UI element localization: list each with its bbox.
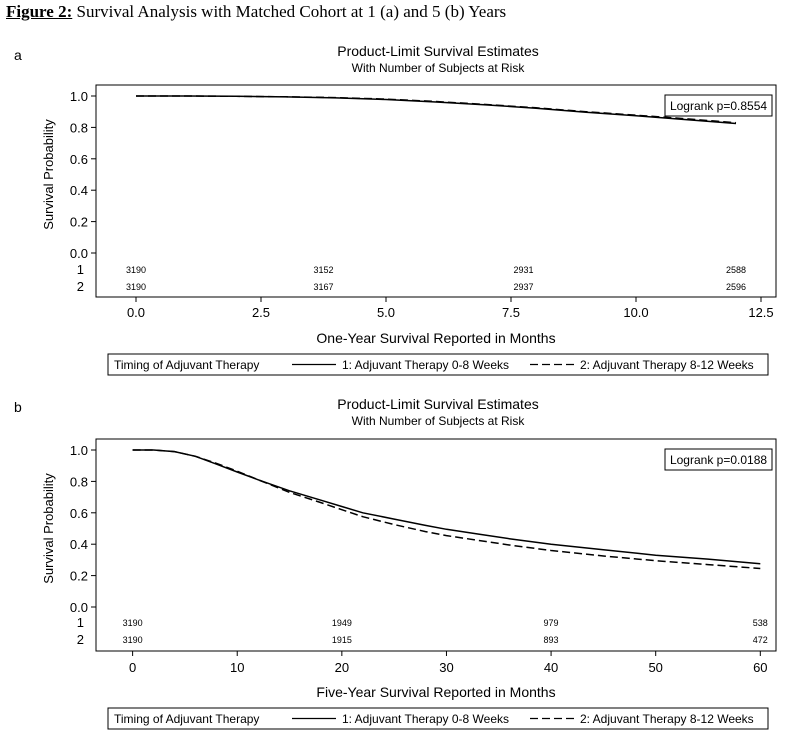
y-tick-label: 0.2: [70, 215, 88, 230]
at-risk-count: 893: [544, 635, 559, 645]
legend-box: [107, 707, 769, 730]
y-tick-label: 0.8: [70, 120, 88, 135]
at-risk-count: 472: [753, 635, 768, 645]
panel-label: b: [14, 399, 22, 415]
y-axis-label: Survival Probability: [41, 119, 56, 230]
x-tick-label: 7.5: [502, 305, 520, 320]
at-risk-count: 3152: [313, 265, 333, 275]
panel-b: b Product-Limit Survival Estimates With Nu…: [14, 396, 777, 730]
y-axis-label: Survival Probability: [41, 473, 56, 584]
at-risk-count: 3190: [123, 618, 143, 628]
x-tick-label: 60: [753, 660, 767, 675]
figure-caption: Figure 2: Survival Analysis with Matched…: [6, 2, 506, 22]
y-tick-label: 0.4: [70, 537, 88, 552]
y-tick-label: 0.0: [70, 246, 88, 261]
figure-caption-label: Figure 2:: [6, 2, 73, 21]
at-risk-count: 1949: [332, 618, 352, 628]
at-risk-row-label: 1: [77, 262, 84, 277]
logrank-box: [664, 94, 773, 117]
at-risk-count: 2937: [513, 282, 533, 292]
at-risk-count: 3190: [123, 635, 143, 645]
legend-box: [107, 353, 769, 376]
survival-curve-1: [136, 95, 737, 125]
panel-a: a Product-Limit Survival Estimates With Nu…: [14, 43, 777, 376]
x-tick-label: 10.0: [623, 305, 648, 320]
chart-subtitle: With Number of Subjects at Risk: [352, 61, 526, 75]
y-tick-label: 0.8: [70, 474, 88, 489]
survival-curve-2: [136, 95, 737, 124]
y-tick-label: 1.0: [70, 89, 88, 104]
at-risk-count: 2931: [513, 265, 533, 275]
at-risk-count: 3190: [126, 282, 146, 292]
x-tick-label: 5.0: [377, 305, 395, 320]
y-tick-label: 0.6: [70, 152, 88, 167]
at-risk-count: 538: [753, 618, 768, 628]
at-risk-row-label: 1: [77, 615, 84, 630]
legend-entry-2: 2: Adjuvant Therapy 8-12 Weeks: [580, 358, 754, 372]
x-tick-label: 30: [439, 660, 453, 675]
chart-title: Product-Limit Survival Estimates: [337, 43, 539, 59]
at-risk-count: 3167: [313, 282, 333, 292]
chart-subtitle: With Number of Subjects at Risk: [352, 414, 526, 428]
logrank-annotation: Logrank p=0.0188: [670, 453, 767, 467]
figure-caption-text: Survival Analysis with Matched Cohort at…: [72, 2, 507, 21]
at-risk-row-label: 2: [77, 279, 84, 294]
x-tick-label: 12.5: [748, 305, 773, 320]
panel-label: a: [14, 47, 22, 63]
x-tick-label: 2.5: [252, 305, 270, 320]
y-tick-label: 0.6: [70, 506, 88, 521]
plot-frame: [95, 84, 777, 298]
legend-title: Timing of Adjuvant Therapy: [114, 712, 259, 726]
legend-entry-1: 1: Adjuvant Therapy 0-8 Weeks: [342, 358, 509, 372]
chart-title: Product-Limit Survival Estimates: [337, 396, 539, 412]
y-tick-label: 0.4: [70, 183, 88, 198]
y-tick-label: 1.0: [70, 443, 88, 458]
at-risk-count: 979: [544, 618, 559, 628]
x-tick-label: 10: [230, 660, 244, 675]
y-tick-label: 0.0: [70, 600, 88, 615]
at-risk-count: 3190: [126, 265, 146, 275]
survival-curve-2: [132, 449, 761, 570]
plot-frame: [95, 438, 777, 652]
y-tick-label: 0.2: [70, 569, 88, 584]
x-tick-label: 0.0: [127, 305, 145, 320]
logrank-annotation: Logrank p=0.8554: [670, 99, 767, 113]
x-tick-label: 0: [129, 660, 136, 675]
at-risk-count: 1915: [332, 635, 352, 645]
at-risk-count: 2588: [726, 265, 746, 275]
x-tick-label: 50: [648, 660, 662, 675]
legend-title: Timing of Adjuvant Therapy: [114, 358, 259, 372]
x-axis-label: Five-Year Survival Reported in Months: [316, 684, 555, 700]
x-axis-label: One-Year Survival Reported in Months: [316, 330, 555, 346]
logrank-box: [664, 448, 773, 471]
legend-entry-1: 1: Adjuvant Therapy 0-8 Weeks: [342, 712, 509, 726]
at-risk-count: 2596: [726, 282, 746, 292]
x-tick-label: 40: [544, 660, 558, 675]
survival-curve-1: [132, 449, 761, 565]
x-tick-label: 20: [335, 660, 349, 675]
at-risk-row-label: 2: [77, 632, 84, 647]
legend-entry-2: 2: Adjuvant Therapy 8-12 Weeks: [580, 712, 754, 726]
